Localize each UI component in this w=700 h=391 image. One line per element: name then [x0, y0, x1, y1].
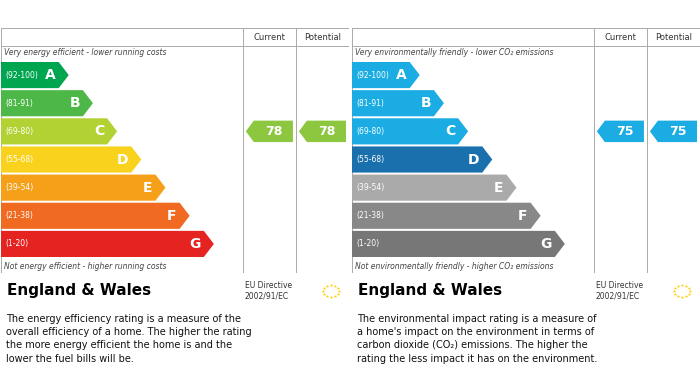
- Text: Not environmentally friendly - higher CO₂ emissions: Not environmentally friendly - higher CO…: [355, 262, 554, 271]
- Text: (92-100): (92-100): [356, 70, 389, 80]
- Text: E: E: [143, 181, 153, 195]
- Text: C: C: [444, 124, 455, 138]
- Text: Current: Current: [605, 32, 636, 41]
- Text: C: C: [94, 124, 104, 138]
- Text: 78: 78: [318, 125, 335, 138]
- Text: D: D: [117, 152, 128, 167]
- Text: (55-68): (55-68): [5, 155, 33, 164]
- Text: A: A: [45, 68, 56, 82]
- Text: (21-38): (21-38): [356, 211, 384, 220]
- Polygon shape: [352, 146, 492, 172]
- Text: Potential: Potential: [304, 32, 341, 41]
- Text: England & Wales: England & Wales: [7, 283, 151, 298]
- Text: G: G: [190, 237, 201, 251]
- Text: Not energy efficient - higher running costs: Not energy efficient - higher running co…: [4, 262, 167, 271]
- Polygon shape: [1, 174, 165, 201]
- Text: 75: 75: [668, 125, 686, 138]
- Text: (81-91): (81-91): [5, 99, 33, 108]
- Text: Energy Efficiency Rating: Energy Efficiency Rating: [7, 7, 169, 20]
- Polygon shape: [1, 146, 141, 172]
- Polygon shape: [1, 62, 69, 88]
- Polygon shape: [299, 121, 346, 142]
- Text: Very energy efficient - lower running costs: Very energy efficient - lower running co…: [4, 48, 167, 57]
- Text: B: B: [69, 96, 80, 110]
- Text: (1-20): (1-20): [356, 239, 379, 248]
- Text: B: B: [420, 96, 431, 110]
- Text: Current: Current: [253, 32, 286, 41]
- Polygon shape: [650, 121, 697, 142]
- Text: A: A: [396, 68, 407, 82]
- Text: (39-54): (39-54): [356, 183, 384, 192]
- Text: (55-68): (55-68): [356, 155, 384, 164]
- Text: Potential: Potential: [655, 32, 692, 41]
- Text: (69-80): (69-80): [5, 127, 33, 136]
- Text: 75: 75: [615, 125, 633, 138]
- Text: Very environmentally friendly - lower CO₂ emissions: Very environmentally friendly - lower CO…: [355, 48, 554, 57]
- Text: F: F: [518, 209, 528, 223]
- Text: F: F: [167, 209, 176, 223]
- Text: (1-20): (1-20): [5, 239, 28, 248]
- Polygon shape: [352, 90, 444, 116]
- Text: (81-91): (81-91): [356, 99, 384, 108]
- Text: EU Directive
2002/91/EC: EU Directive 2002/91/EC: [596, 281, 643, 301]
- Text: D: D: [468, 152, 480, 167]
- Polygon shape: [352, 174, 517, 201]
- Text: (39-54): (39-54): [5, 183, 34, 192]
- Polygon shape: [1, 90, 93, 116]
- Text: G: G: [540, 237, 552, 251]
- Text: Environmental Impact (CO₂) Rating: Environmental Impact (CO₂) Rating: [358, 7, 590, 20]
- Polygon shape: [597, 121, 644, 142]
- Polygon shape: [352, 62, 420, 88]
- Text: England & Wales: England & Wales: [358, 283, 502, 298]
- Polygon shape: [352, 203, 540, 229]
- Text: E: E: [494, 181, 503, 195]
- Polygon shape: [1, 118, 117, 144]
- Text: (92-100): (92-100): [5, 70, 38, 80]
- Text: (69-80): (69-80): [356, 127, 384, 136]
- Text: The energy efficiency rating is a measure of the
overall efficiency of a home. T: The energy efficiency rating is a measur…: [6, 314, 251, 364]
- Text: (21-38): (21-38): [5, 211, 33, 220]
- Text: EU Directive
2002/91/EC: EU Directive 2002/91/EC: [244, 281, 292, 301]
- Polygon shape: [1, 231, 213, 257]
- Polygon shape: [352, 118, 468, 144]
- Polygon shape: [246, 121, 293, 142]
- Text: 78: 78: [265, 125, 282, 138]
- Polygon shape: [352, 231, 565, 257]
- Polygon shape: [1, 203, 190, 229]
- Text: The environmental impact rating is a measure of
a home's impact on the environme: The environmental impact rating is a mea…: [357, 314, 597, 364]
